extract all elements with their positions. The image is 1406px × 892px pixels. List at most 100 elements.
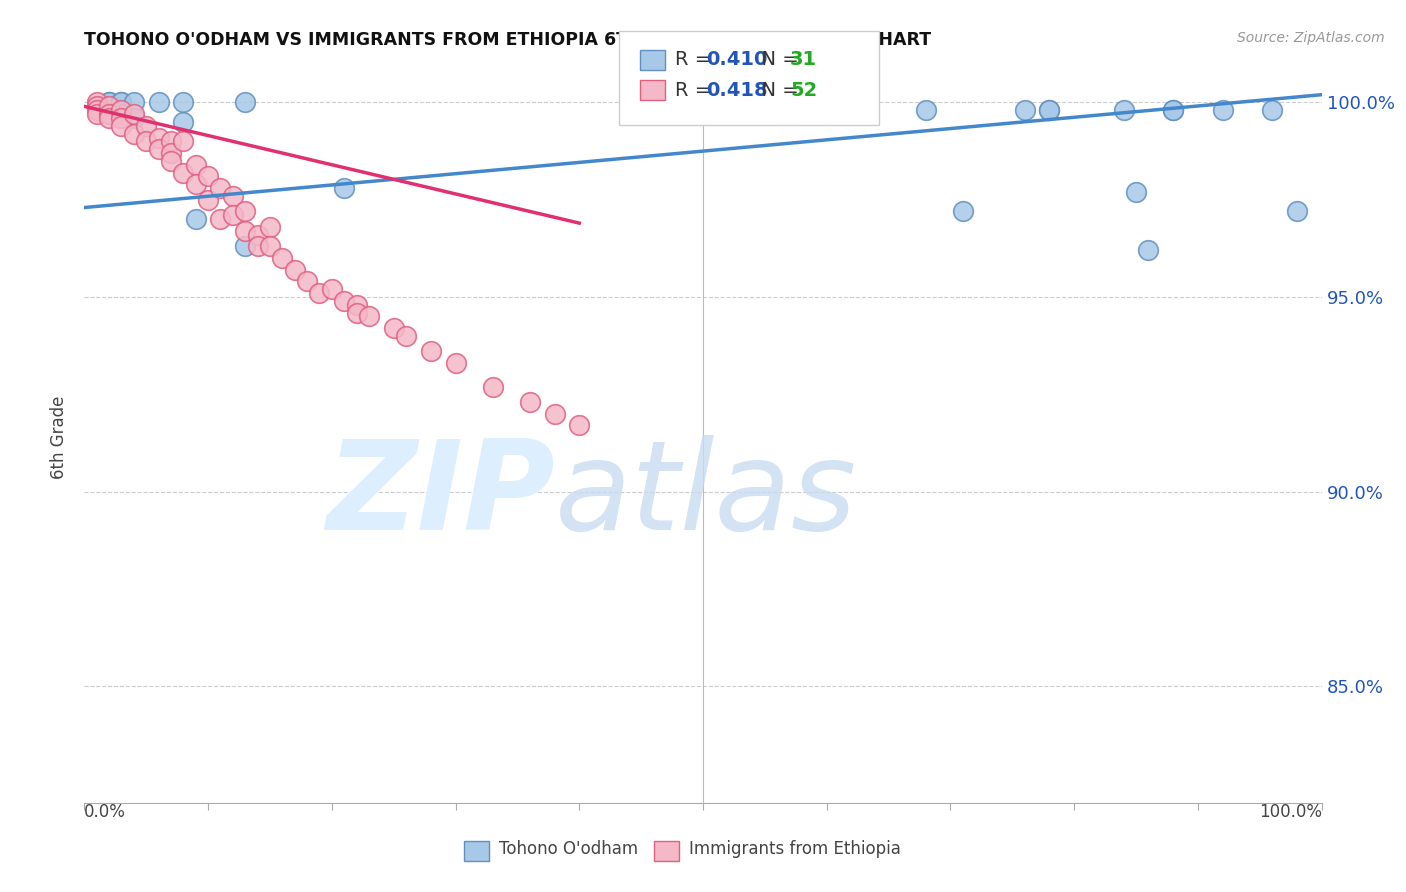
Point (135, 119, 157, 133)
Point (308, 286, 330, 301)
Point (110, 119, 132, 133)
Point (148, 95, 170, 110)
Point (284, 262, 307, 277)
Point (1014, 103, 1036, 118)
Point (98, 107, 121, 121)
Point (86, 107, 108, 121)
Point (321, 282, 343, 296)
Text: 52: 52 (790, 80, 817, 100)
Point (803, 103, 825, 118)
Point (110, 95, 132, 110)
Point (98, 95, 121, 110)
Point (172, 95, 194, 110)
Point (1137, 244, 1160, 258)
Point (1161, 103, 1184, 118)
Point (333, 293, 356, 308)
Point (346, 305, 368, 319)
Text: ZIP: ZIP (326, 435, 554, 556)
Point (222, 208, 245, 222)
Point (172, 135, 194, 149)
Point (568, 418, 591, 433)
Point (815, 103, 838, 118)
Point (233, 224, 256, 238)
Point (481, 379, 503, 393)
Text: 31: 31 (790, 50, 817, 70)
Point (1212, 103, 1234, 118)
Point (98, 95, 121, 110)
Point (209, 181, 232, 195)
Point (1285, 204, 1308, 219)
Text: 0.0%: 0.0% (84, 803, 127, 821)
Text: atlas: atlas (554, 435, 856, 556)
Point (271, 251, 294, 265)
Point (382, 321, 405, 335)
Point (122, 111, 145, 125)
Text: Tohono O'odham: Tohono O'odham (499, 840, 638, 858)
Point (148, 130, 170, 145)
Point (1125, 185, 1147, 199)
Point (98, 107, 121, 121)
Text: R =: R = (675, 50, 717, 70)
Point (346, 298, 368, 312)
Point (110, 107, 132, 121)
Text: R =: R = (675, 80, 717, 100)
Point (222, 189, 245, 203)
Text: N =: N = (749, 80, 806, 100)
Point (1112, 103, 1135, 118)
Point (841, 103, 863, 118)
Point (110, 111, 132, 125)
Point (135, 135, 157, 149)
Point (233, 239, 256, 253)
Point (1261, 103, 1284, 118)
Point (184, 177, 207, 191)
Point (86, 99, 108, 113)
Point (295, 275, 318, 289)
Text: Immigrants from Ethiopia: Immigrants from Ethiopia (689, 840, 901, 858)
Point (184, 158, 207, 172)
Point (519, 395, 541, 409)
Point (122, 95, 145, 110)
Text: TOHONO O'ODHAM VS IMMIGRANTS FROM ETHIOPIA 6TH GRADE CORRELATION CHART: TOHONO O'ODHAM VS IMMIGRANTS FROM ETHIOP… (84, 31, 932, 49)
Point (110, 95, 132, 110)
Point (259, 239, 281, 253)
Point (333, 181, 356, 195)
Point (160, 146, 183, 161)
Text: 0.418: 0.418 (706, 80, 768, 100)
Point (1038, 103, 1060, 118)
Point (233, 95, 256, 110)
Point (197, 169, 219, 184)
Point (184, 212, 207, 227)
Point (233, 204, 256, 219)
Text: N =: N = (749, 50, 806, 70)
Point (148, 142, 170, 156)
Y-axis label: 6th Grade: 6th Grade (51, 395, 69, 479)
Point (86, 103, 108, 118)
Point (914, 103, 936, 118)
Point (160, 153, 183, 168)
Point (160, 135, 183, 149)
Point (395, 329, 418, 343)
Point (122, 107, 145, 121)
Point (1038, 103, 1060, 118)
Point (259, 219, 281, 234)
Point (357, 310, 380, 324)
Point (172, 165, 194, 179)
Text: 100.0%: 100.0% (1258, 803, 1322, 821)
Point (197, 193, 219, 207)
Point (246, 227, 269, 242)
Point (172, 115, 194, 129)
Point (98, 99, 121, 113)
Point (444, 356, 467, 370)
Point (122, 127, 145, 141)
Point (419, 344, 441, 359)
Point (543, 407, 565, 421)
Point (110, 103, 132, 118)
Point (1161, 103, 1184, 118)
Point (98, 111, 121, 125)
Text: 0.410: 0.410 (706, 50, 768, 70)
Text: Source: ZipAtlas.com: Source: ZipAtlas.com (1237, 31, 1385, 45)
Point (86, 95, 108, 110)
Point (209, 212, 232, 227)
Point (246, 239, 269, 253)
Point (952, 204, 974, 219)
